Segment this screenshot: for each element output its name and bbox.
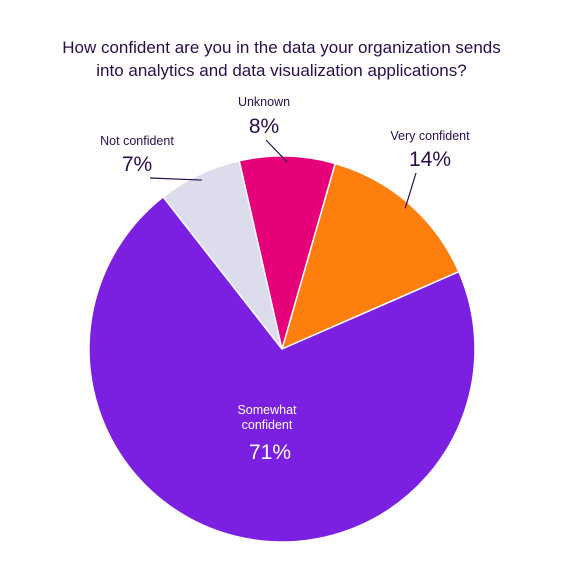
slice-label-very-confident: Very confident	[390, 129, 470, 143]
slice-value-unknown: 8%	[249, 115, 279, 138]
slice-label-not-confident: Not confident	[100, 134, 174, 148]
leader-line-not-confident	[149, 177, 202, 181]
slice-label-unknown: Unknown	[238, 95, 290, 109]
slice-value-very-confident: 14%	[409, 148, 451, 171]
pie-slice-somewhat-confident	[88, 195, 476, 543]
slice-value-not-confident: 7%	[122, 153, 152, 176]
chart-title: How confident are you in the data your o…	[0, 36, 563, 82]
leader-line-unknown	[265, 139, 288, 163]
pie-slice-unknown	[238, 155, 337, 350]
pie-slice-very-confident	[280, 162, 460, 351]
slice-value-somewhat-confident: 71%	[249, 441, 291, 464]
slice-label-somewhat-confident-line-1: Somewhat	[237, 403, 297, 417]
chart-title-line-1: How confident are you in the data your o…	[62, 38, 501, 57]
leader-line-very-confident	[404, 172, 417, 209]
slice-label-somewhat-confident-line-2: confident	[242, 418, 293, 432]
chart-title-line-2: into analytics and data visualization ap…	[96, 61, 467, 80]
